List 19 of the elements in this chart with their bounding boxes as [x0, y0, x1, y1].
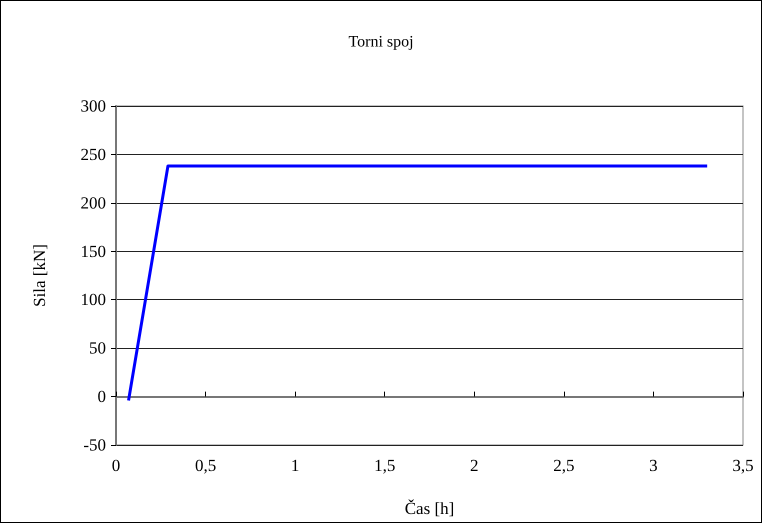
- x-tick-label: 0,5: [194, 456, 216, 475]
- y-tick-label: 150: [80, 242, 106, 261]
- x-tick-label: 2: [470, 456, 479, 475]
- y-tick-label: 100: [80, 290, 106, 310]
- x-tick-label: 0: [112, 456, 120, 475]
- y-tick-label: 250: [80, 144, 106, 164]
- y-tick-label: 50: [89, 338, 106, 358]
- y-axis-title: Sila [kN]: [30, 244, 49, 307]
- x-tick-label: 3: [649, 456, 658, 475]
- x-axis-title: Čas [h]: [404, 499, 454, 518]
- y-tick-label: 0: [98, 387, 106, 406]
- y-tick-label: -50: [83, 436, 106, 454]
- chart-title: Torni spoj: [348, 34, 414, 50]
- y-tick-label: 300: [80, 96, 106, 116]
- x-tick-label: 1: [290, 456, 300, 475]
- x-tick-label: 2,5: [553, 456, 574, 475]
- x-tick-label: 1,5: [374, 456, 396, 475]
- y-tick-label: 200: [80, 193, 106, 212]
- x-tick-label: 3,5: [732, 456, 754, 475]
